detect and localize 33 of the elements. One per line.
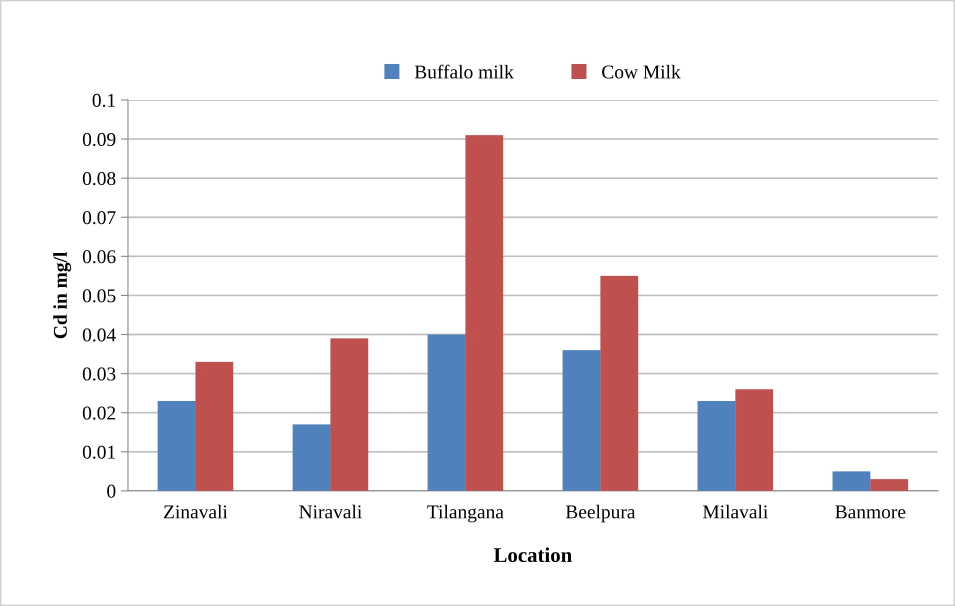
bar [870, 479, 908, 491]
bar [600, 276, 638, 491]
bar [292, 424, 330, 491]
bar [195, 362, 234, 491]
y-tick-label: 0.02 [82, 406, 116, 420]
bar [158, 400, 196, 491]
bar [330, 338, 368, 491]
legend-label: Buffalo milk [414, 64, 514, 79]
y-axis-title: Cd in mg/l [53, 252, 72, 338]
x-tick-label: Niravali [299, 504, 362, 518]
y-tick-label: 0.04 [82, 328, 116, 342]
x-axis-title: Location [494, 547, 572, 562]
y-tick-label: 0.03 [82, 367, 116, 381]
bar [465, 135, 504, 491]
bar [698, 400, 736, 491]
y-tick-label: 0 [107, 484, 116, 498]
bar [428, 334, 466, 491]
x-tick-label: Tilangana [427, 504, 504, 522]
y-tick-label: 0.08 [82, 172, 116, 186]
bar [562, 350, 600, 491]
x-tick-label: Beelpura [566, 504, 636, 522]
y-tick-label: 0.1 [92, 94, 115, 108]
x-tick-label: Banmore [835, 506, 906, 518]
y-tick-label: 0.06 [82, 250, 116, 264]
x-tick-label: Milavali [702, 504, 768, 518]
y-tick-label: 0.07 [82, 211, 116, 224]
bar [832, 471, 870, 491]
x-tick-label: Zinavali [164, 504, 228, 518]
bar [735, 389, 774, 491]
y-tick-label: 0.05 [82, 289, 116, 302]
legend-label: Cow Milk [602, 64, 681, 79]
y-tick-label: 0.09 [82, 132, 116, 146]
y-tick-label: 0.01 [82, 446, 115, 459]
